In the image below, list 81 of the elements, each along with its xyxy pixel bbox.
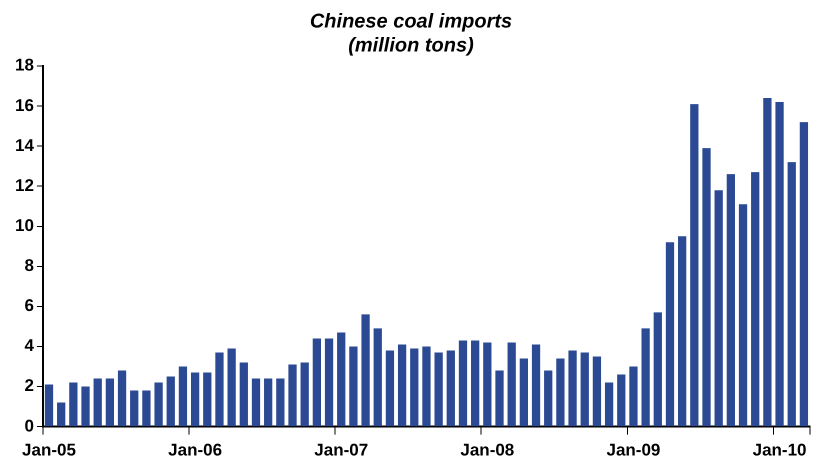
bar	[154, 382, 163, 426]
bar	[215, 352, 224, 426]
x-tick-label: Jan-10	[752, 440, 806, 460]
y-tick-label: 2	[24, 376, 34, 396]
bar	[178, 366, 188, 426]
x-tick-label: Jan-09	[606, 440, 660, 460]
chart-title: Chinese coal imports	[310, 10, 512, 33]
bar	[410, 348, 418, 426]
bar	[544, 370, 552, 426]
bar	[654, 312, 662, 426]
bar	[690, 104, 698, 426]
bar	[617, 374, 626, 426]
bar	[312, 338, 322, 426]
bar	[166, 376, 175, 426]
y-tick-label: 6	[24, 296, 34, 316]
bar	[300, 362, 309, 426]
x-tick-label: Jan-07	[314, 440, 368, 460]
bar	[252, 378, 260, 426]
bar	[726, 174, 735, 426]
bar	[556, 358, 565, 426]
x-tick-label: Jan-05	[22, 440, 76, 460]
bar	[324, 338, 334, 426]
bar	[641, 328, 650, 426]
bar	[276, 378, 284, 426]
bar	[678, 236, 686, 426]
y-tick-label: 16	[14, 96, 34, 115]
bar	[520, 358, 528, 426]
bar	[240, 362, 248, 426]
bar	[629, 366, 638, 426]
bar	[130, 390, 138, 426]
y-tick-label: 0	[24, 416, 34, 436]
x-tick-label: Jan-08	[460, 440, 514, 460]
chart-subtitle: (million tons)	[348, 34, 474, 57]
bar	[508, 342, 516, 426]
bar	[751, 172, 760, 426]
bar	[738, 204, 748, 426]
bar	[264, 378, 272, 426]
bar	[483, 342, 492, 426]
bar	[666, 242, 674, 426]
bar	[118, 370, 126, 426]
bar	[57, 402, 66, 426]
bar	[592, 356, 602, 426]
bar	[337, 332, 346, 426]
bar	[228, 348, 236, 426]
bar	[458, 340, 468, 426]
bar	[604, 382, 614, 426]
y-tick-label: 8	[24, 256, 34, 276]
y-tick-label: 10	[14, 216, 34, 235]
bar	[44, 384, 54, 426]
bar	[532, 344, 540, 426]
bar	[422, 346, 431, 426]
bar	[568, 350, 577, 426]
bar	[361, 314, 370, 426]
bar	[702, 148, 711, 426]
y-tick-label: 14	[14, 136, 34, 155]
bar	[714, 190, 723, 426]
y-tick-label: 12	[14, 176, 34, 195]
bar	[288, 364, 297, 426]
bar	[94, 378, 102, 426]
bar	[800, 122, 808, 426]
x-tick-label: Jan-06	[168, 440, 222, 460]
bar	[580, 352, 589, 426]
bar	[398, 344, 406, 426]
bar	[386, 350, 394, 426]
bar	[142, 390, 151, 426]
bar	[763, 98, 772, 426]
bar	[190, 372, 200, 426]
bar	[434, 352, 443, 426]
bar	[69, 382, 78, 426]
bar	[106, 378, 114, 426]
y-tick-label: 4	[24, 336, 34, 356]
bar	[788, 162, 796, 426]
bar	[446, 350, 455, 426]
bar	[374, 328, 382, 426]
bar	[203, 372, 212, 426]
y-tick-label: 18	[14, 56, 34, 75]
bar	[349, 346, 358, 426]
bar	[495, 370, 504, 426]
bar	[81, 386, 90, 426]
bar	[471, 340, 480, 426]
bar	[775, 102, 784, 426]
